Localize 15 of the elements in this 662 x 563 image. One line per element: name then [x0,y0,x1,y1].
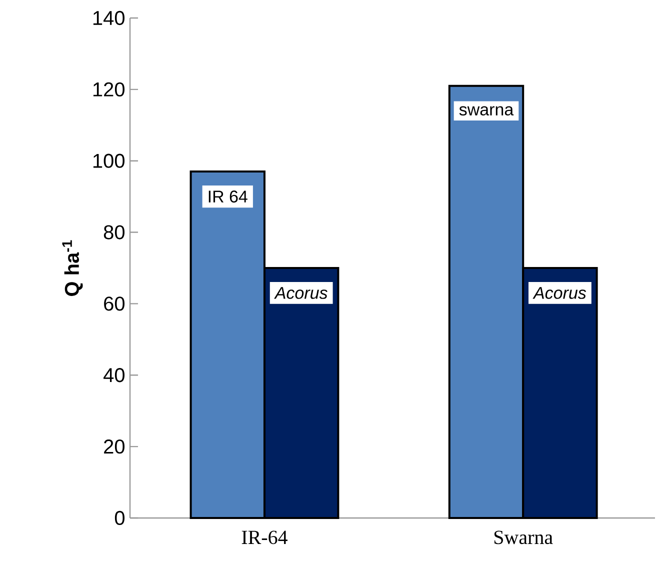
y-tick-label: 140 [93,10,124,26]
y-tick-label: 40 [104,368,124,382]
annotation: Acorus [532,287,586,299]
y-tick-label: 120 [93,82,124,96]
annotation: Acorus [274,287,328,299]
y-axis-title: Q ha$^{-1}$ [62,240,83,296]
y-tick-label: 80 [104,225,124,240]
x-tick-label: Swarna [494,530,553,544]
annotation: swarna [459,106,514,116]
y-tick-label: 60 [104,296,124,311]
annotation: IR 64 [208,190,248,203]
y-tick-label: 20 [104,439,124,454]
y-tick-label: 0 [114,510,124,526]
y-tick-label: 100 [93,154,124,168]
x-tick-label: IR-64 [242,530,288,544]
